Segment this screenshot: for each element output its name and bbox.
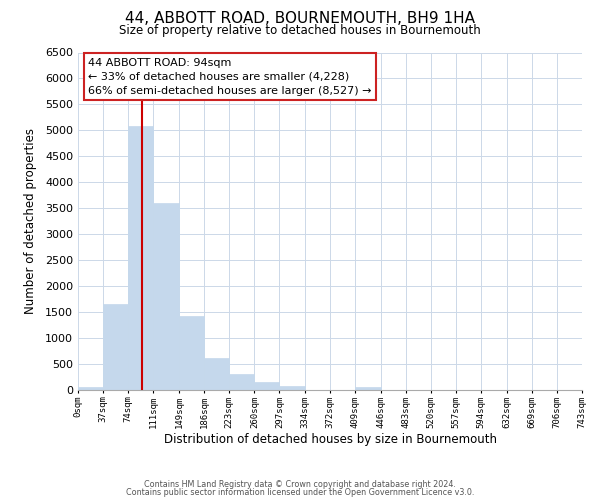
Text: 44, ABBOTT ROAD, BOURNEMOUTH, BH9 1HA: 44, ABBOTT ROAD, BOURNEMOUTH, BH9 1HA — [125, 11, 475, 26]
Bar — [355, 388, 380, 390]
Bar — [128, 126, 153, 390]
Bar — [280, 386, 305, 390]
Bar — [179, 316, 204, 390]
Text: Contains public sector information licensed under the Open Government Licence v3: Contains public sector information licen… — [126, 488, 474, 497]
Bar — [153, 203, 179, 390]
Bar — [78, 387, 103, 390]
Bar — [229, 374, 254, 390]
Bar — [204, 358, 229, 390]
Text: 44 ABBOTT ROAD: 94sqm
← 33% of detached houses are smaller (4,228)
66% of semi-d: 44 ABBOTT ROAD: 94sqm ← 33% of detached … — [88, 58, 371, 96]
Bar — [103, 304, 128, 390]
Text: Size of property relative to detached houses in Bournemouth: Size of property relative to detached ho… — [119, 24, 481, 37]
Bar — [254, 382, 280, 390]
Text: Contains HM Land Registry data © Crown copyright and database right 2024.: Contains HM Land Registry data © Crown c… — [144, 480, 456, 489]
Y-axis label: Number of detached properties: Number of detached properties — [23, 128, 37, 314]
X-axis label: Distribution of detached houses by size in Bournemouth: Distribution of detached houses by size … — [163, 434, 497, 446]
